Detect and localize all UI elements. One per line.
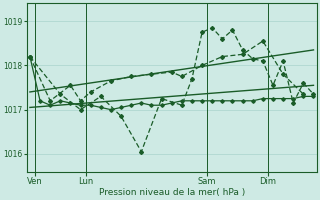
X-axis label: Pression niveau de la mer( hPa ): Pression niveau de la mer( hPa ) [99, 188, 245, 197]
